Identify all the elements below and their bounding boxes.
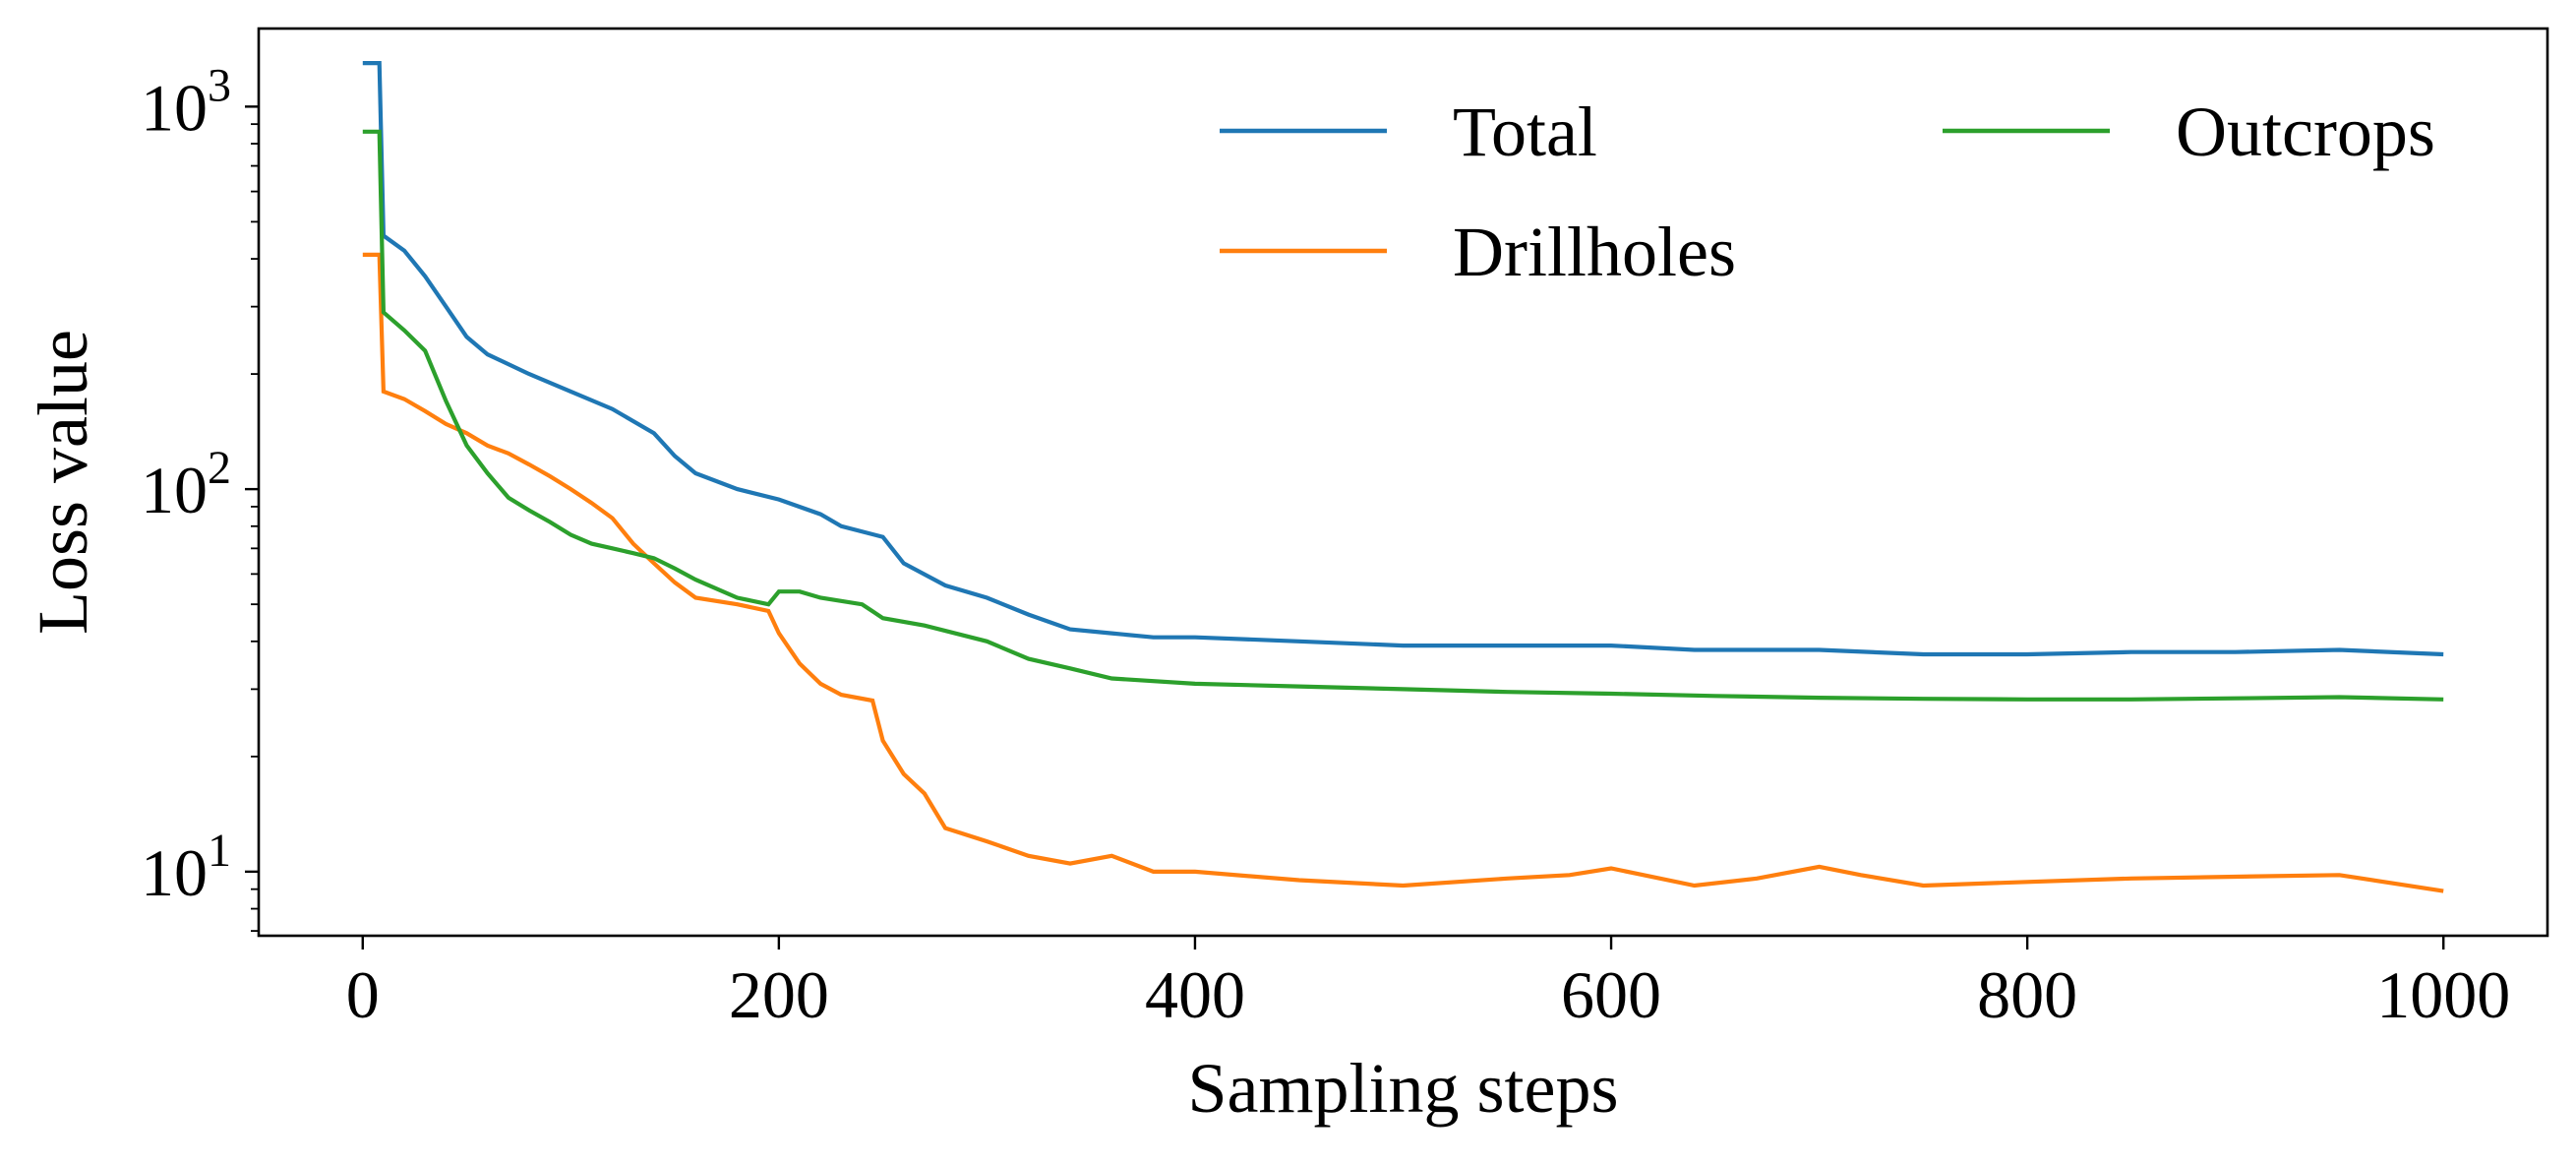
legend-item-outcrops: Outcrops — [1943, 92, 2435, 171]
x-tick-label: 1000 — [2376, 957, 2510, 1032]
legend-label: Drillholes — [1453, 213, 1736, 291]
x-tick-label: 600 — [1561, 957, 1661, 1032]
series-line-drillholes — [362, 252, 2444, 893]
plot-area: 0 200 400 600 800 1000 101 102 103 Sampling steps… — [24, 27, 2549, 1128]
axes-frame — [257, 27, 2549, 938]
x-tick-label: 200 — [729, 957, 829, 1032]
x-axis-title: Sampling steps — [1187, 1049, 1618, 1128]
legend-item-total: Total — [1220, 92, 1597, 171]
legend-label: Outcrops — [2176, 92, 2435, 171]
series-line-total — [362, 60, 2444, 657]
y-tick-label: 102 — [141, 442, 231, 527]
x-tick-label: 800 — [1977, 957, 2077, 1032]
x-tick-label: 0 — [346, 957, 380, 1032]
series-line-outcrops — [362, 129, 2444, 702]
y-tick-label: 101 — [141, 825, 231, 910]
legend: Total Drillholes Outcrops — [1220, 92, 2435, 291]
legend-item-drillholes: Drillholes — [1220, 213, 1736, 291]
legend-label: Total — [1453, 92, 1597, 171]
x-tick-label: 400 — [1145, 957, 1245, 1032]
y-axis-title: Loss value — [24, 330, 102, 635]
y-tick-label: 103 — [141, 59, 231, 145]
